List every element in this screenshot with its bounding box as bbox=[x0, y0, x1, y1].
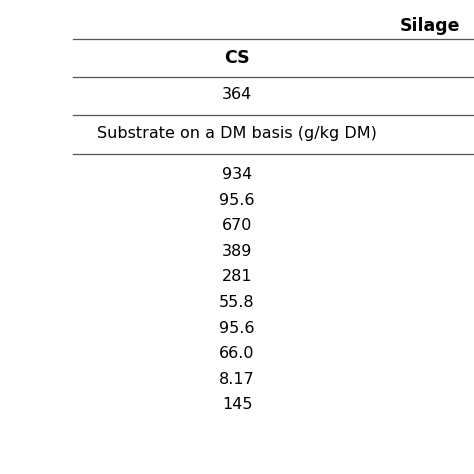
Text: Silage: Silage bbox=[399, 17, 460, 35]
Text: 145: 145 bbox=[222, 397, 252, 412]
Text: 95.6: 95.6 bbox=[219, 192, 255, 208]
Text: 8.17: 8.17 bbox=[219, 372, 255, 387]
Text: 66.0: 66.0 bbox=[219, 346, 255, 361]
Text: CS: CS bbox=[224, 49, 250, 67]
Text: 670: 670 bbox=[222, 218, 252, 233]
Text: 389: 389 bbox=[222, 244, 252, 259]
Text: Substrate on a DM basis (g/kg DM): Substrate on a DM basis (g/kg DM) bbox=[97, 126, 377, 141]
Text: 364: 364 bbox=[222, 87, 252, 102]
Text: 934: 934 bbox=[222, 167, 252, 182]
Text: 95.6: 95.6 bbox=[219, 320, 255, 336]
Text: 55.8: 55.8 bbox=[219, 295, 255, 310]
Text: 281: 281 bbox=[222, 269, 252, 284]
